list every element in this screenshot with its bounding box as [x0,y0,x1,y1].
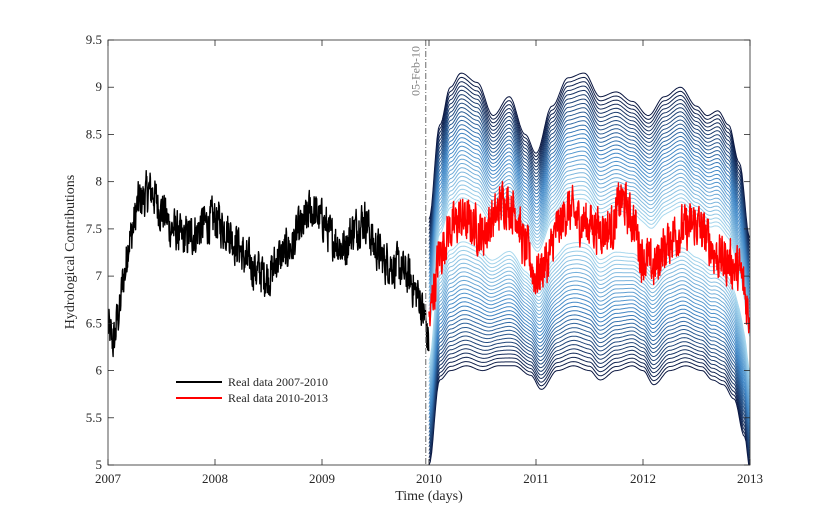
forecast-band-line [428,180,750,324]
forecast-band-line [428,197,750,337]
forecast-band-line [428,137,750,290]
y-tick-label: 5 [96,457,103,472]
y-tick-label: 7.5 [86,221,102,236]
series-line-1 [428,181,750,334]
x-tick-label: 2007 [95,471,122,486]
x-tick-label: 2011 [523,471,549,486]
forecast-band-line [428,365,750,465]
forecast-band-line [428,275,750,399]
forecast-band-line [428,254,750,382]
forecast-band-line [428,249,750,379]
forecast-band-line [428,279,750,403]
forecast-band-line [428,339,750,450]
forecast-band-line [428,327,750,440]
x-tick-label: 2010 [416,471,442,486]
forecast-band-line [428,309,750,426]
forecast-band-line [428,132,750,286]
forecast-band-line [428,258,750,386]
forecast-band-line [428,288,750,409]
forecast-band-line [428,72,750,239]
forecast-band-line [428,150,750,300]
forecast-band-line [428,98,750,259]
y-tick-label: 6 [96,363,103,378]
y-tick-label: 9 [96,79,103,94]
forecast-band-line [428,119,750,276]
forecast-band-line [428,297,750,416]
legend-label-2010-2013: Real data 2010-2013 [228,391,328,405]
plot-area [108,40,750,465]
forecast-band-line [428,188,750,331]
series-line-0 [108,170,430,358]
forecast-band-line [428,115,750,273]
forecast-band-line [428,267,750,392]
forecast-band-line [428,154,750,303]
forecast-band-line [428,348,750,457]
forecast-band-line [428,271,750,396]
forecast-band-line [428,171,750,317]
forecast-band-line [428,94,750,256]
forecast-band-line [428,163,750,310]
forecast-band-line [428,292,750,413]
forecast-band-line [428,158,750,307]
forecast-band-line [428,167,750,314]
forecast-band-line [428,245,750,375]
forecast-band-line [428,175,750,320]
annotation-label: 05-Feb-10 [409,46,423,96]
forecast-band-line [428,102,750,263]
legend: Real data 2007-2010 Real data 2010-2013 [176,375,328,405]
forecast-band-line [428,85,750,249]
forecast-band-line [428,335,750,447]
forecast-band-line [428,81,750,246]
forecast-band-line [428,318,750,433]
forecast-band-line [428,301,750,420]
forecast-band-line [428,76,750,242]
forecast-band-line [428,284,750,406]
forecast-band-line [428,361,750,465]
y-tick-label: 7 [96,268,103,283]
forecast-band-line [428,305,750,423]
forecast-band-line [428,314,750,430]
y-tick-label: 8.5 [86,126,102,141]
forecast-band-line [428,344,750,453]
legend-label-2007-2010: Real data 2007-2010 [228,375,328,389]
forecast-band [428,72,750,465]
forecast-band-line [428,124,750,280]
x-tick-label: 2009 [309,471,335,486]
y-tick-label: 5.5 [86,410,102,425]
forecast-band-line [428,141,750,293]
x-axis-label: Time (days) [395,489,463,504]
x-tick-label: 2008 [202,471,228,486]
forecast-band-line [428,184,750,327]
forecast-band-line [428,128,750,283]
forecast-band-line [428,106,750,266]
forecast-band-line [428,89,750,253]
forecast-band-line [428,331,750,443]
forecast-band-line [428,322,750,436]
y-tick-label: 6.5 [86,315,102,330]
forecast-band-line [428,241,750,372]
forecast-band-line [428,356,750,464]
forecast-band-line [428,111,750,270]
x-tick-label: 2013 [737,471,763,486]
forecast-band-line [428,145,750,297]
x-tick-label: 2012 [630,471,656,486]
y-axis-label: Hydrological Contributions [63,175,78,329]
axes: 2007 2008 2009 2010 2011 2012 2013 5 5.5 6 6.5 7 7.5… [86,32,763,486]
y-tick-label: 9.5 [86,32,102,47]
forecast-band-line [428,262,750,389]
forecast-band-line [428,193,750,334]
series-group [108,170,750,358]
y-tick-label: 8 [96,174,103,189]
forecast-band-line [428,352,750,460]
